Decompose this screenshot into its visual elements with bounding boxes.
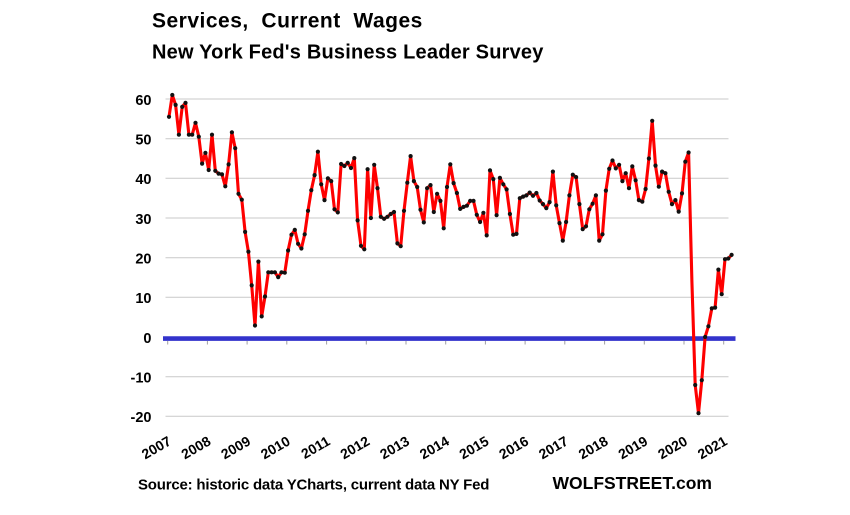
svg-text:New York Fed's Business Leader: New York Fed's Business Leader Survey xyxy=(152,41,544,63)
svg-text:Source: historic data YCharts,: Source: historic data YCharts, current d… xyxy=(138,477,489,494)
svg-text:-10: -10 xyxy=(131,371,152,387)
svg-text:WOLFSTREET.com: WOLFSTREET.com xyxy=(553,473,712,493)
svg-text:0: 0 xyxy=(143,331,151,347)
svg-text:-20: -20 xyxy=(131,410,152,426)
svg-text:10: 10 xyxy=(135,291,151,307)
svg-text:60: 60 xyxy=(135,93,151,109)
svg-text:30: 30 xyxy=(135,212,151,228)
svg-text:40: 40 xyxy=(135,172,151,188)
svg-text:50: 50 xyxy=(135,133,151,149)
svg-text:20: 20 xyxy=(135,252,151,268)
svg-text:Services, Current Wages: Services, Current Wages xyxy=(152,10,423,33)
